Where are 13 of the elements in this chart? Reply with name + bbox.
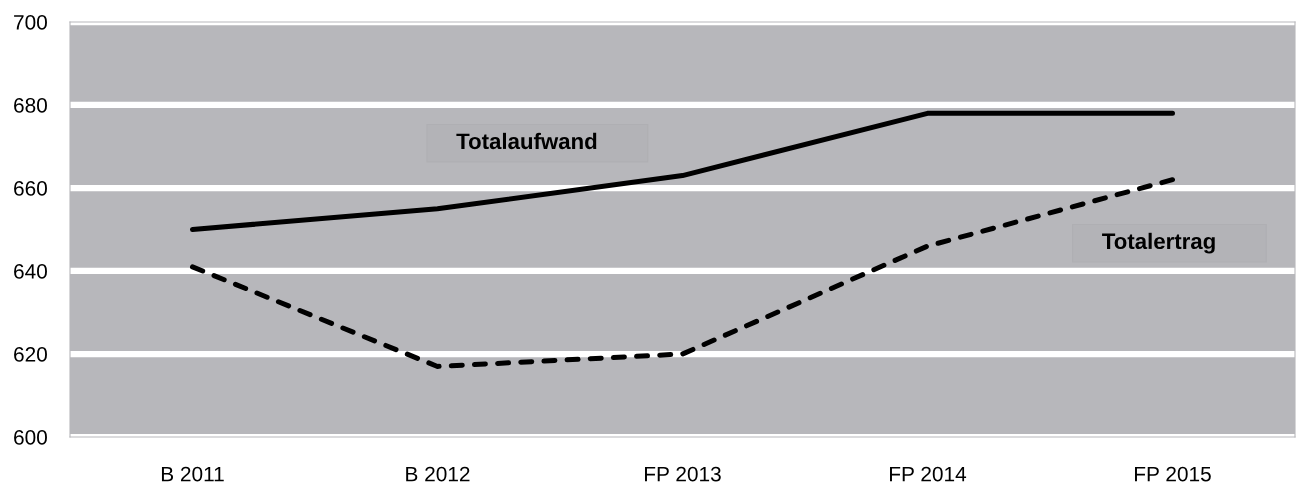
series-label: Totalertrag — [1102, 232, 1215, 254]
y-tick-label: 660 — [14, 181, 47, 196]
series-label: Totalaufwand — [456, 132, 597, 150]
y-tick-label: 700 — [14, 15, 47, 30]
x-tick-label: FP 2013 — [645, 466, 721, 482]
y-tick-label: 680 — [14, 98, 47, 113]
y-tick-label: 620 — [14, 347, 47, 362]
y-tick-label: 640 — [14, 264, 47, 279]
y-tick-label: 600 — [14, 430, 47, 445]
x-tick-label: FP 2014 — [890, 466, 967, 482]
x-tick-label: FP 2015 — [1135, 466, 1211, 482]
x-tick-label: B 2011 — [161, 466, 224, 482]
x-tick-label: B 2012 — [406, 466, 470, 482]
